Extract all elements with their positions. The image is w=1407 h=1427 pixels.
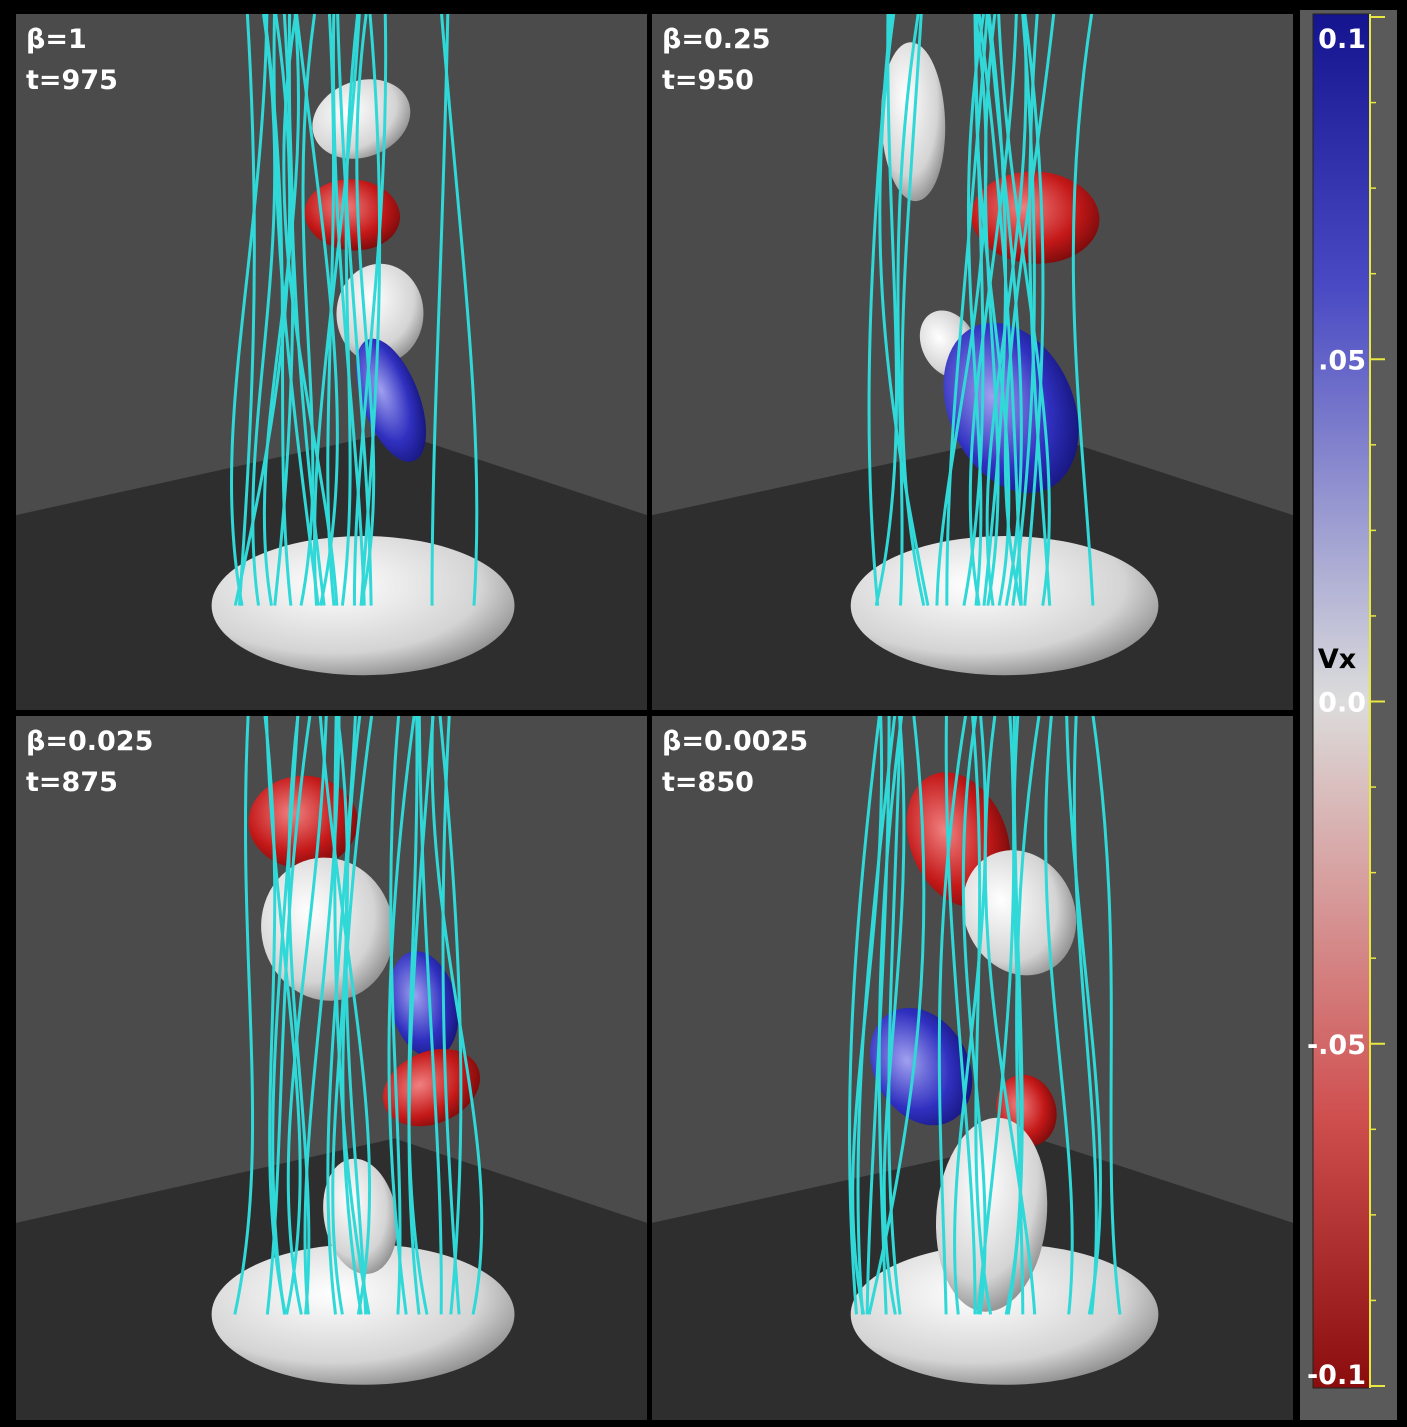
field-line — [856, 716, 897, 1315]
field-line — [1015, 716, 1041, 1315]
field-line — [1072, 716, 1098, 1315]
panel-beta: β=0.25 — [662, 24, 771, 55]
panel-scene — [16, 716, 647, 1420]
field-line — [430, 14, 450, 606]
field-line — [359, 14, 382, 606]
panel-scene — [652, 14, 1293, 710]
field-line — [287, 716, 311, 1315]
field-line — [971, 716, 993, 1315]
field-line — [331, 716, 349, 1315]
field-line — [340, 14, 360, 606]
field-line — [417, 716, 443, 1315]
field-line — [262, 14, 293, 606]
field-line — [983, 14, 1000, 606]
field-line — [440, 14, 479, 606]
panel: β=0.25 t=950 — [652, 14, 1293, 710]
isosurface — [389, 951, 459, 1058]
isosurface — [304, 179, 401, 251]
field-line — [1006, 716, 1024, 1315]
field-line — [877, 716, 904, 1315]
colorbar-tick-label: -.05 — [1307, 1030, 1366, 1061]
panel-time: t=950 — [662, 65, 754, 96]
field-line — [441, 716, 461, 1315]
field-line — [847, 716, 881, 1315]
field-line — [944, 716, 977, 1315]
panel-scene — [652, 716, 1293, 1420]
field-line — [882, 716, 906, 1315]
field-line — [264, 716, 302, 1315]
field-line — [299, 14, 317, 606]
field-line — [318, 716, 372, 1315]
isosurface — [248, 775, 358, 869]
field-line — [295, 14, 339, 606]
field-line — [303, 716, 341, 1315]
field-line — [945, 14, 989, 606]
field-line — [961, 716, 987, 1315]
base-surface — [850, 536, 1159, 676]
isosurface — [382, 1048, 481, 1127]
field-line — [1065, 716, 1102, 1315]
panel-time: t=875 — [26, 767, 118, 798]
panel: β=0.0025 t=850 — [652, 716, 1293, 1420]
field-line — [962, 14, 985, 606]
field-line — [1044, 716, 1074, 1315]
field-line — [237, 14, 256, 606]
field-line — [389, 716, 402, 1315]
field-line — [282, 14, 339, 606]
field-line — [985, 14, 1028, 606]
field-line — [229, 14, 269, 606]
field-line — [273, 14, 295, 606]
panel-beta: β=1 — [26, 24, 87, 55]
field-line — [407, 716, 429, 1315]
isosurface — [870, 1007, 973, 1126]
field-line — [878, 14, 930, 606]
field-line — [331, 14, 366, 606]
field-line — [887, 716, 902, 1315]
field-line — [1023, 14, 1045, 606]
panel-time: t=850 — [662, 767, 754, 798]
panel-beta: β=0.025 — [26, 726, 153, 757]
colorbar-tick-label: -0.1 — [1307, 1360, 1366, 1391]
panel-scene — [16, 14, 647, 710]
colorbar-tick-label: 0.0 — [1318, 688, 1366, 719]
field-line — [352, 14, 388, 606]
colorbar-tick-label: 0.1 — [1318, 24, 1366, 55]
isosurface — [943, 322, 1079, 493]
field-line — [874, 14, 899, 606]
field-line — [937, 716, 968, 1315]
field-line — [900, 14, 926, 606]
panel-time: t=975 — [26, 65, 118, 96]
field-line — [1071, 14, 1095, 606]
field-line — [977, 14, 1023, 606]
base-surface — [850, 1244, 1159, 1385]
colorbar — [1312, 13, 1371, 1389]
panel: β=0.025 t=875 — [16, 716, 647, 1420]
field-line — [438, 716, 463, 1315]
colorbar-title: Vx — [1318, 644, 1356, 675]
field-line — [336, 14, 373, 606]
field-line — [312, 14, 361, 606]
field-line — [430, 716, 484, 1315]
field-line — [1091, 716, 1122, 1315]
field-line — [341, 716, 374, 1315]
colorbar-tick-label: .05 — [1318, 345, 1366, 376]
field-line — [953, 716, 987, 1315]
field-line — [233, 716, 255, 1315]
panel-beta: β=0.0025 — [662, 726, 808, 757]
field-line — [387, 716, 416, 1315]
field-line — [344, 716, 368, 1315]
field-line — [1011, 14, 1036, 606]
isosurface — [355, 338, 427, 462]
base-surface — [211, 1244, 515, 1385]
field-line — [355, 14, 376, 606]
field-line — [935, 14, 988, 606]
field-line — [262, 14, 301, 606]
field-line — [896, 14, 920, 606]
panel: β=1 t=975 — [16, 14, 647, 710]
